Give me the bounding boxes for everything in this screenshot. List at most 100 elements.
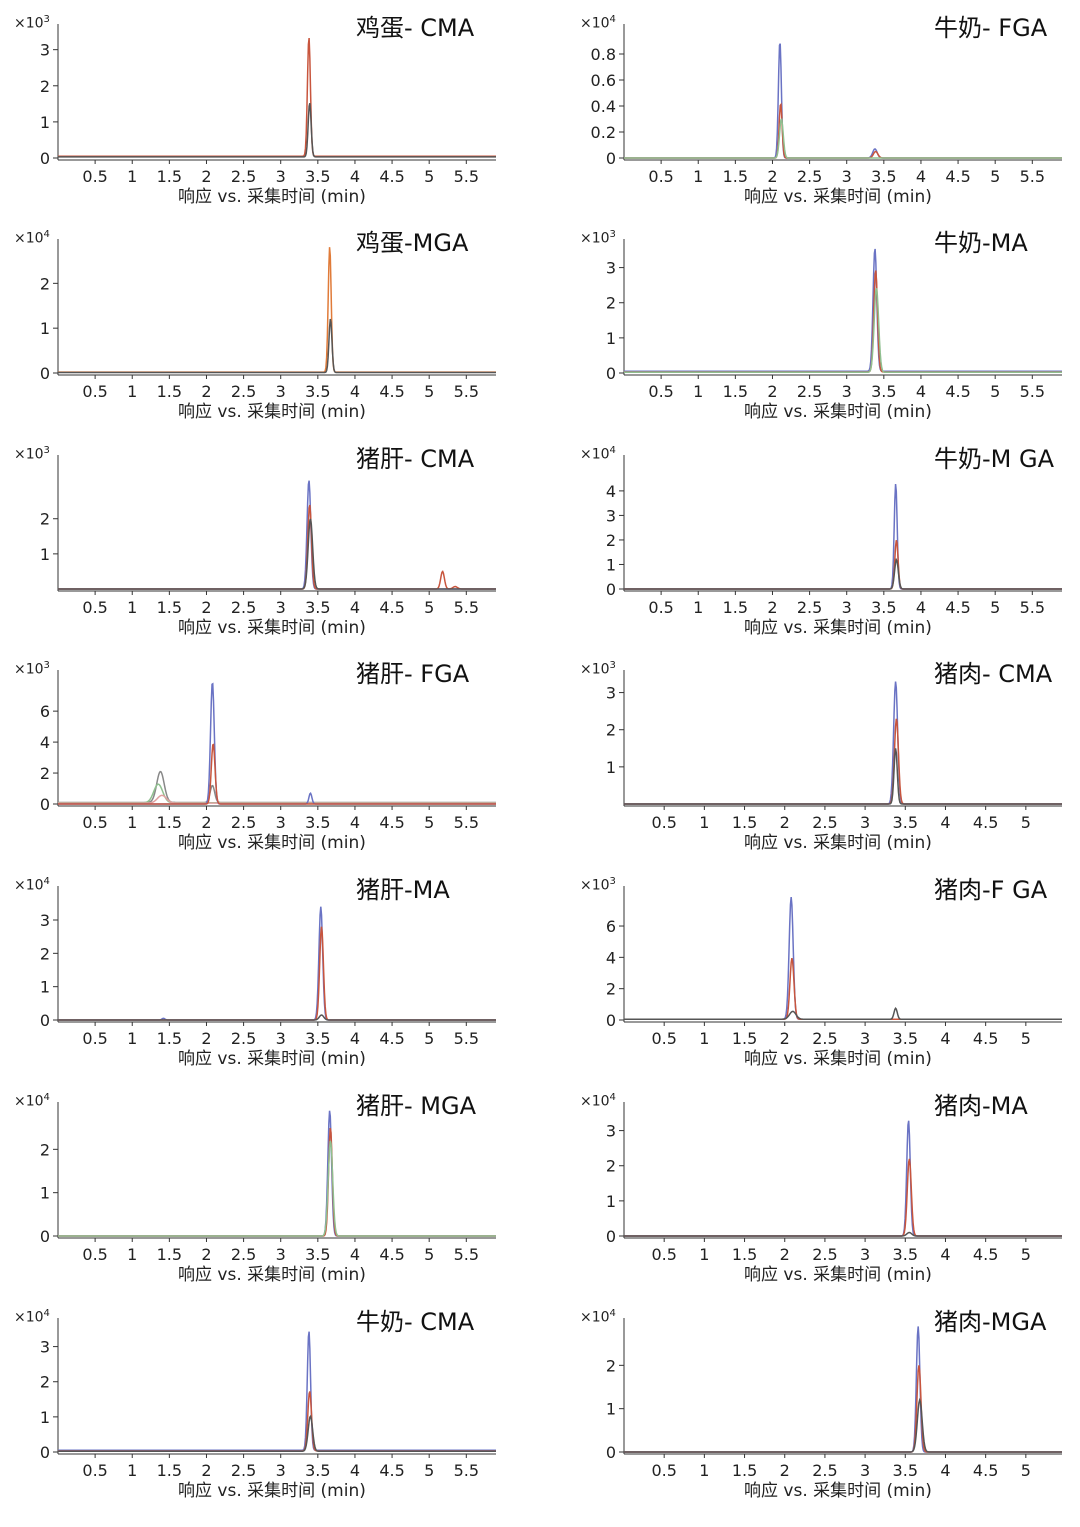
x-tick-label: 1.5 <box>157 1029 182 1048</box>
series-trace <box>624 1326 1062 1453</box>
x-tick-label: 2.5 <box>231 813 256 832</box>
x-tick-label: 4.5 <box>379 1245 404 1264</box>
y-multiplier-exponent: 4 <box>43 229 50 240</box>
x-tick-label: 4 <box>916 167 926 186</box>
chart-title: 猪肉-MGA <box>934 1308 1047 1336</box>
chart-panel: 0.5 1 1.5 2 2.5 3 3.5 4 4.5 5 5.5 0 1 2 3 ×104 牛奶- CMA 响应… <box>0 1294 520 1504</box>
chart-svg: 0.5 1 1.5 2 2.5 3 3.5 4 4.5 5 5.5 0 1 2 <box>40 1102 496 1264</box>
x-tick-label: 4.5 <box>973 1029 998 1048</box>
x-tick-label: 3 <box>276 1461 286 1480</box>
x-tick-label: 0.5 <box>651 813 676 832</box>
x-tick-label: 1.5 <box>732 1029 757 1048</box>
chart-svg: 0.5 1 1.5 2 2.5 3 3.5 4 4.5 5 5.5 0 2 4 6 <box>40 670 496 832</box>
series-trace <box>624 1397 1062 1453</box>
y-tick-label: 1 <box>606 555 616 574</box>
x-tick-label: 4 <box>940 1029 950 1048</box>
chart-title: 猪肝- FGA <box>356 660 470 688</box>
y-multiplier-base: ×10 <box>14 877 44 894</box>
x-tick-label: 1 <box>693 167 703 186</box>
x-tick-label: 5 <box>424 813 434 832</box>
x-tick-label: 2 <box>767 598 777 617</box>
y-multiplier-base: ×10 <box>580 1309 610 1326</box>
y-tick-label: 2 <box>40 77 50 96</box>
x-tick-label: 2 <box>767 382 777 401</box>
series-trace <box>624 270 1062 373</box>
x-axis-label: 响应 vs. 采集时间 (min) <box>178 1049 366 1069</box>
y-multiplier: ×103 <box>580 229 616 247</box>
y-tick-label: 1 <box>40 978 50 997</box>
x-tick-label: 4.5 <box>379 598 404 617</box>
y-tick-label: 1 <box>40 545 50 564</box>
y-tick-label: 0 <box>40 1011 50 1030</box>
x-tick-label: 2.5 <box>231 167 256 186</box>
chart-title: 猪肝-MA <box>356 876 450 904</box>
x-tick-label: 4.5 <box>945 598 970 617</box>
x-tick-label: 1.5 <box>732 1245 757 1264</box>
x-tick-label: 1 <box>127 1245 137 1264</box>
x-tick-label: 3 <box>276 382 286 401</box>
x-tick-label: 3 <box>860 1245 870 1264</box>
x-tick-label: 3 <box>842 382 852 401</box>
series-trace <box>624 718 1062 805</box>
x-tick-label: 4.5 <box>973 1461 998 1480</box>
y-tick-label: 1 <box>606 1400 616 1419</box>
y-multiplier: ×104 <box>14 229 50 247</box>
x-tick-label: 3.5 <box>305 167 330 186</box>
x-tick-label: 2.5 <box>231 1245 256 1264</box>
series-trace <box>58 1140 496 1237</box>
x-tick-label: 1.5 <box>157 1461 182 1480</box>
x-tick-label: 0.5 <box>82 1029 107 1048</box>
chart-panel: 0.5 1 1.5 2 2.5 3 3.5 4 4.5 5 5.5 0 0.2 0.4 0.6 0.8 ×104… <box>566 0 1080 210</box>
x-tick-label: 4 <box>350 598 360 617</box>
y-tick-label: 4 <box>40 733 50 752</box>
x-tick-label: 2.5 <box>812 1461 837 1480</box>
y-tick-label: 2 <box>606 531 616 550</box>
chart-panel: 0.5 1 1.5 2 2.5 3 3.5 4 4.5 5 5.5 0 2 4 6 ×103 猪肝- FGA 响应… <box>0 646 520 856</box>
x-tick-label: 2.5 <box>812 1245 837 1264</box>
y-tick-label: 3 <box>40 911 50 930</box>
series-trace <box>58 504 496 590</box>
x-tick-label: 1 <box>693 598 703 617</box>
y-tick-label: 2 <box>40 1140 50 1159</box>
y-multiplier: ×104 <box>14 876 50 894</box>
series-trace <box>58 480 496 590</box>
x-tick-label: 2.5 <box>231 382 256 401</box>
x-tick-label: 3.5 <box>871 167 896 186</box>
y-multiplier-base: ×10 <box>14 15 44 32</box>
series-trace <box>624 1006 1062 1020</box>
chart-panel: 0.5 1 1.5 2 2.5 3 3.5 4 4.5 5 5.5 0 1 2 3 4 ×104 牛奶-M GA 响… <box>566 431 1080 641</box>
x-tick-label: 4 <box>350 167 360 186</box>
y-multiplier: ×104 <box>580 1092 616 1110</box>
x-tick-label: 3.5 <box>305 813 330 832</box>
series-trace <box>58 37 496 157</box>
x-tick-label: 4.5 <box>379 1461 404 1480</box>
x-tick-label: 5 <box>424 598 434 617</box>
x-tick-label: 3 <box>842 167 852 186</box>
y-tick-label: 2 <box>40 1373 50 1392</box>
series-trace <box>624 1231 1062 1237</box>
chart-svg: 0.5 1 1.5 2 2.5 3 3.5 4 4.5 5 5.5 0 1 2 3 <box>40 24 496 186</box>
y-tick-label: 0 <box>606 1011 616 1030</box>
y-tick-label: 0.4 <box>591 97 616 116</box>
x-tick-label: 4.5 <box>973 813 998 832</box>
x-tick-label: 1.5 <box>732 1461 757 1480</box>
y-multiplier-base: ×10 <box>580 1093 610 1110</box>
y-tick-label: 0 <box>40 795 50 814</box>
x-tick-label: 3.5 <box>305 598 330 617</box>
x-tick-label: 3.5 <box>893 1461 918 1480</box>
series-trace <box>58 1391 496 1452</box>
x-tick-label: 5 <box>424 1461 434 1480</box>
y-tick-label: 3 <box>606 684 616 703</box>
x-tick-label: 3.5 <box>893 1029 918 1048</box>
x-tick-label: 1 <box>127 1461 137 1480</box>
y-multiplier-exponent: 4 <box>609 1308 616 1319</box>
x-tick-label: 2 <box>780 1245 790 1264</box>
x-tick-label: 4 <box>350 1461 360 1480</box>
series-trace <box>58 906 496 1021</box>
x-tick-label: 5.5 <box>454 1245 479 1264</box>
x-axis-label: 响应 vs. 采集时间 (min) <box>744 618 932 638</box>
x-tick-label: 1 <box>699 1245 709 1264</box>
x-tick-label: 1.5 <box>723 167 748 186</box>
x-tick-label: 3 <box>276 598 286 617</box>
x-tick-label: 4.5 <box>379 1029 404 1048</box>
